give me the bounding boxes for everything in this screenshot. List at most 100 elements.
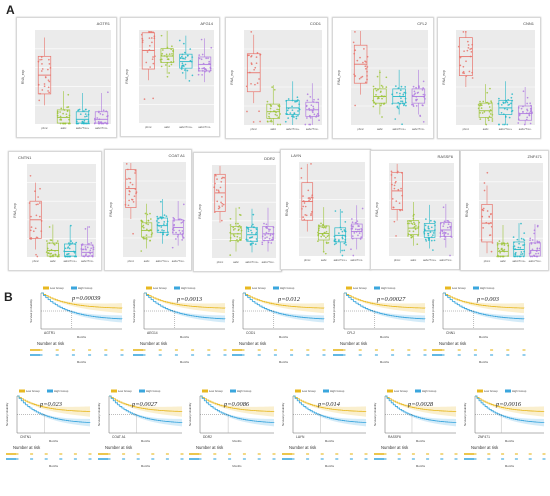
data-point [392,206,395,209]
data-point [249,244,252,246]
box-body [440,222,452,237]
x-tick-label: aabc/Tmx- [198,125,211,129]
data-point [217,189,220,192]
boxplot-gene-title: CNTN1 [18,155,32,160]
data-point [289,112,292,114]
data-point [506,123,509,126]
data-point [429,231,432,233]
km-gene-label: CNTN1 [20,435,31,439]
data-point [197,73,200,76]
data-point [341,236,344,239]
km-risk-title: Number at risk [381,445,409,450]
data-point [482,100,485,103]
data-point [434,221,437,223]
data-point [148,37,151,39]
data-point [171,246,174,249]
data-point [40,70,43,72]
plot-background [299,162,365,256]
legend-label-high: High Group [422,389,437,393]
data-point [84,108,87,111]
km-low-ci-band [41,293,122,314]
data-point [296,96,299,99]
x-tick-label: pbmc [250,127,257,131]
data-point [238,207,241,209]
data-point [234,227,236,230]
km-p-value: p=0.003 [477,296,499,303]
data-point [501,242,503,244]
x-tick-label: aabc [377,127,383,131]
legend-label-high: High Group [480,286,495,290]
data-point [403,91,406,94]
data-point [523,232,526,234]
km-gene-label: CNN1 [446,331,455,335]
data-point [479,104,482,107]
plot-background [351,30,428,125]
km-months-label-bottom: Months [180,360,190,364]
data-point [73,251,76,254]
box-body [266,103,281,119]
km-high-ci-band [385,396,456,427]
data-point [160,200,162,203]
data-point [30,215,32,218]
km-y-label: Survival probability [97,402,101,426]
data-point [156,215,159,218]
km-p-value: p=0.00027 [377,296,406,303]
x-tick-label: aabc/Tmx- [172,259,185,263]
data-point [401,123,403,126]
legend-label-high: High Group [381,286,396,290]
x-tick-label: aabc/Tmx- [306,127,319,131]
boxplot-gene-title: DDR2 [264,156,275,161]
km-layn: Low Group High Group Survival probability L… [280,388,372,484]
data-point [223,176,225,179]
data-point [462,31,465,33]
data-point [533,232,536,235]
km-legend: Low Group High Group [245,286,295,290]
data-point [132,201,135,203]
data-point [500,103,503,106]
data-point [499,251,501,254]
data-point [179,218,181,220]
x-tick-label: aabc/Tmx+ [334,258,348,262]
data-point [302,216,305,218]
data-point [381,86,384,88]
boxplot-gene-title: RASSF6 [437,154,453,159]
data-point [41,89,44,91]
km-legend: Low Group High Group [477,389,527,393]
data-point [38,99,41,102]
data-point [385,86,388,89]
data-point [308,199,310,202]
km-low-curve [293,395,367,412]
data-point [232,234,235,236]
legend-swatch-low [245,286,251,290]
data-point [308,197,311,199]
data-point [522,111,524,113]
km-low-ci-band [385,396,456,417]
data-point [250,55,252,58]
data-point [41,68,44,70]
km-low-ci-band [344,293,425,314]
data-point [311,211,313,213]
x-tick-label: aabc [500,259,506,263]
data-point [68,242,70,244]
data-point [182,65,185,67]
data-point [88,242,90,245]
x-tick-label: pbmc [484,259,491,263]
box-body [94,111,109,124]
data-point [324,226,327,229]
data-point [233,235,236,238]
km-high-curve [109,395,183,423]
data-point [393,187,396,190]
data-point [39,58,41,61]
data-point [32,230,35,233]
data-point [432,234,434,236]
km-svg: Low Group High Group Survival probability R… [373,389,458,468]
km-legend: Low Group High Group [19,389,69,393]
data-point [127,186,130,188]
data-point [140,219,143,222]
data-point [354,49,357,52]
x-tick-label: aabc/Tmx+ [63,259,77,263]
data-point [312,107,315,110]
km-low-ci-band [17,396,90,417]
plot-background [456,30,535,125]
